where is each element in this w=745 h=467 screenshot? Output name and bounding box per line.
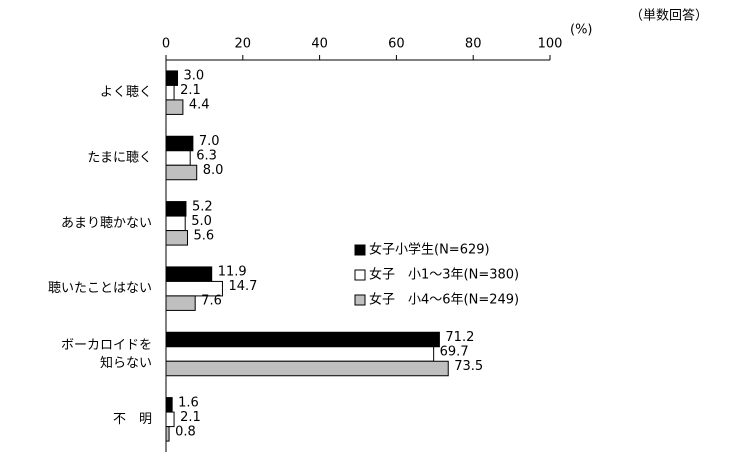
x-tick-label: 100 xyxy=(538,37,563,52)
bar xyxy=(165,360,449,377)
value-label: 8.0 xyxy=(203,163,224,178)
value-label: 14.7 xyxy=(228,279,257,294)
y-tick-label: よく聴く xyxy=(100,85,152,100)
value-label: 1.6 xyxy=(178,395,199,410)
value-label: 71.2 xyxy=(445,330,474,345)
bar xyxy=(165,230,189,246)
bar xyxy=(165,164,198,181)
bar xyxy=(165,215,186,232)
value-label: 6.3 xyxy=(196,149,217,164)
bar xyxy=(165,135,194,152)
value-label: 2.1 xyxy=(180,83,201,98)
value-label: 4.4 xyxy=(189,98,210,113)
legend-label: 女子 小4～6年(N=249) xyxy=(369,292,519,308)
x-tick-label: 20 xyxy=(235,37,252,52)
bar xyxy=(165,331,440,348)
bar xyxy=(165,99,184,115)
value-label: 3.0 xyxy=(184,69,205,84)
value-label: 73.5 xyxy=(454,359,483,374)
bar xyxy=(165,84,175,101)
bar xyxy=(165,150,191,166)
legend-label: 女子小学生(N=629) xyxy=(369,242,490,258)
x-tick-label: 80 xyxy=(465,37,482,52)
y-tick-label: 聴いたことはない xyxy=(48,281,152,296)
value-label: 69.7 xyxy=(440,345,469,360)
bar xyxy=(165,426,170,442)
value-label: 0.8 xyxy=(175,424,196,439)
legend-swatch xyxy=(354,244,366,256)
x-tick-label: 0 xyxy=(162,37,170,52)
bar xyxy=(165,346,435,362)
bar xyxy=(165,295,196,311)
value-label: 7.0 xyxy=(199,134,220,149)
x-tick-label: 40 xyxy=(311,37,328,52)
x-tick-label: 60 xyxy=(388,37,405,52)
value-label: 2.1 xyxy=(180,410,201,425)
legend-swatch xyxy=(354,294,366,306)
y-tick-label: あまり聴かない xyxy=(61,216,152,231)
y-tick-label: 不 明 xyxy=(113,412,152,427)
bar xyxy=(165,201,187,217)
value-label: 5.2 xyxy=(192,199,213,214)
legend-swatch xyxy=(354,269,366,281)
bar xyxy=(165,411,175,428)
value-label: 5.6 xyxy=(194,228,215,243)
y-tick-label: たまに聴く xyxy=(87,151,152,166)
bar xyxy=(165,397,173,413)
value-label: 11.9 xyxy=(218,265,247,280)
y-tick-label: ボーカロイドを知らない xyxy=(61,338,152,371)
value-label: 7.6 xyxy=(201,294,222,309)
note: （単数回答） xyxy=(630,8,708,24)
bar xyxy=(165,70,179,86)
legend-label: 女子 小1～3年(N=380) xyxy=(369,267,519,283)
value-label: 5.0 xyxy=(191,214,212,229)
unit-label: (%) xyxy=(570,23,593,38)
bar xyxy=(165,266,213,282)
